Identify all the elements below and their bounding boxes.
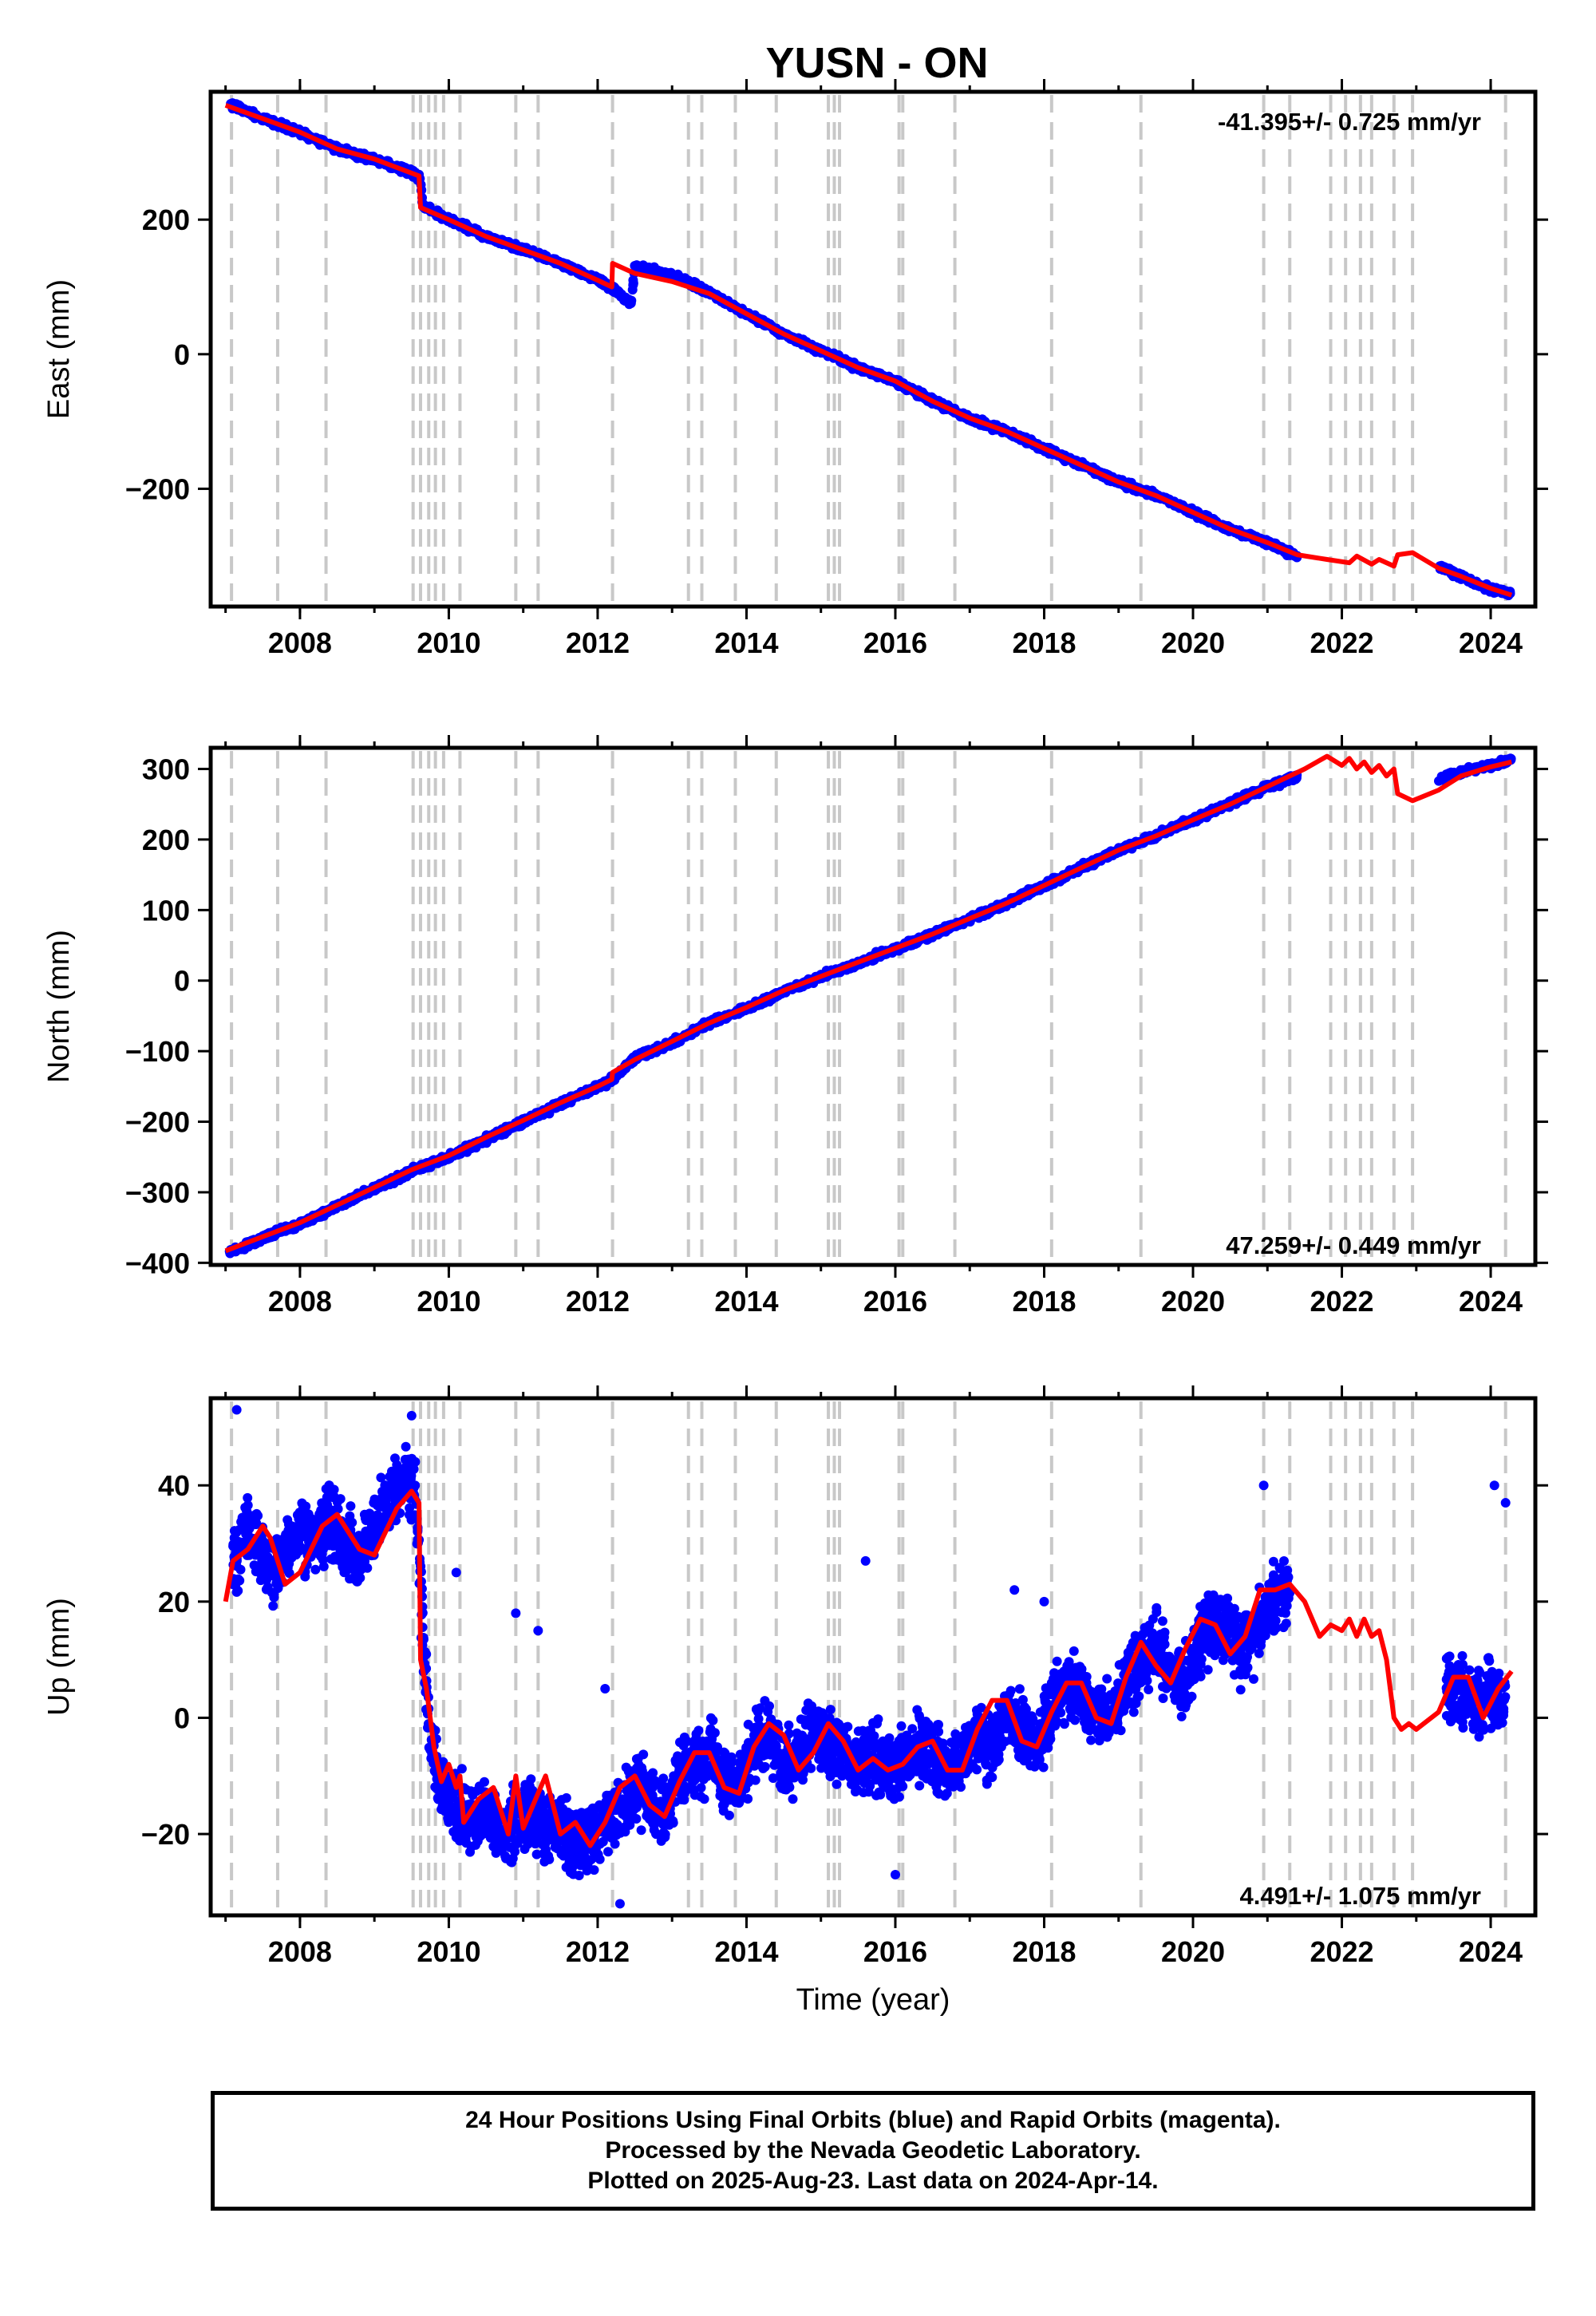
x-tick-label: 2016 xyxy=(863,626,927,659)
y-tick-label: 200 xyxy=(142,204,190,236)
plot-area xyxy=(224,98,1515,601)
x-tick-label: 2014 xyxy=(714,626,778,659)
x-tick-label: 2008 xyxy=(268,626,332,659)
velocity-label: -41.395+/- 0.725 mm/yr xyxy=(1218,108,1481,136)
x-tick-label: 2010 xyxy=(417,626,480,659)
x-tick-label: 2020 xyxy=(1161,626,1225,659)
final-orbit-point xyxy=(611,287,622,298)
x-tick-label: 2022 xyxy=(1310,626,1373,659)
final-orbit-point xyxy=(628,278,638,288)
north-panel: 2008 2010 2012 2014 2016 2018 2020 2022 2024−400… xyxy=(42,735,1548,1318)
x-tick-label: 2018 xyxy=(1012,626,1076,659)
y-tick-label: −200 xyxy=(125,472,190,505)
east-panel: 2008 2010 2012 2014 2016 2018 2020 2022 2024 −200… xyxy=(42,79,1548,659)
model-fit-line xyxy=(224,103,1513,598)
plot-frame xyxy=(208,89,1538,609)
x-tick-label: 2024 xyxy=(1459,626,1523,659)
final-orbit-point xyxy=(626,295,637,306)
y-axis-label: East (mm) xyxy=(42,279,76,419)
plot-area xyxy=(224,753,1516,1259)
final-orbit-point xyxy=(631,260,642,271)
y-tick-label: 0 xyxy=(174,338,190,371)
x-tick-label: 2012 xyxy=(566,626,630,659)
final-orbit-point xyxy=(660,269,670,279)
figure-title: YUSN - ON xyxy=(765,39,988,87)
